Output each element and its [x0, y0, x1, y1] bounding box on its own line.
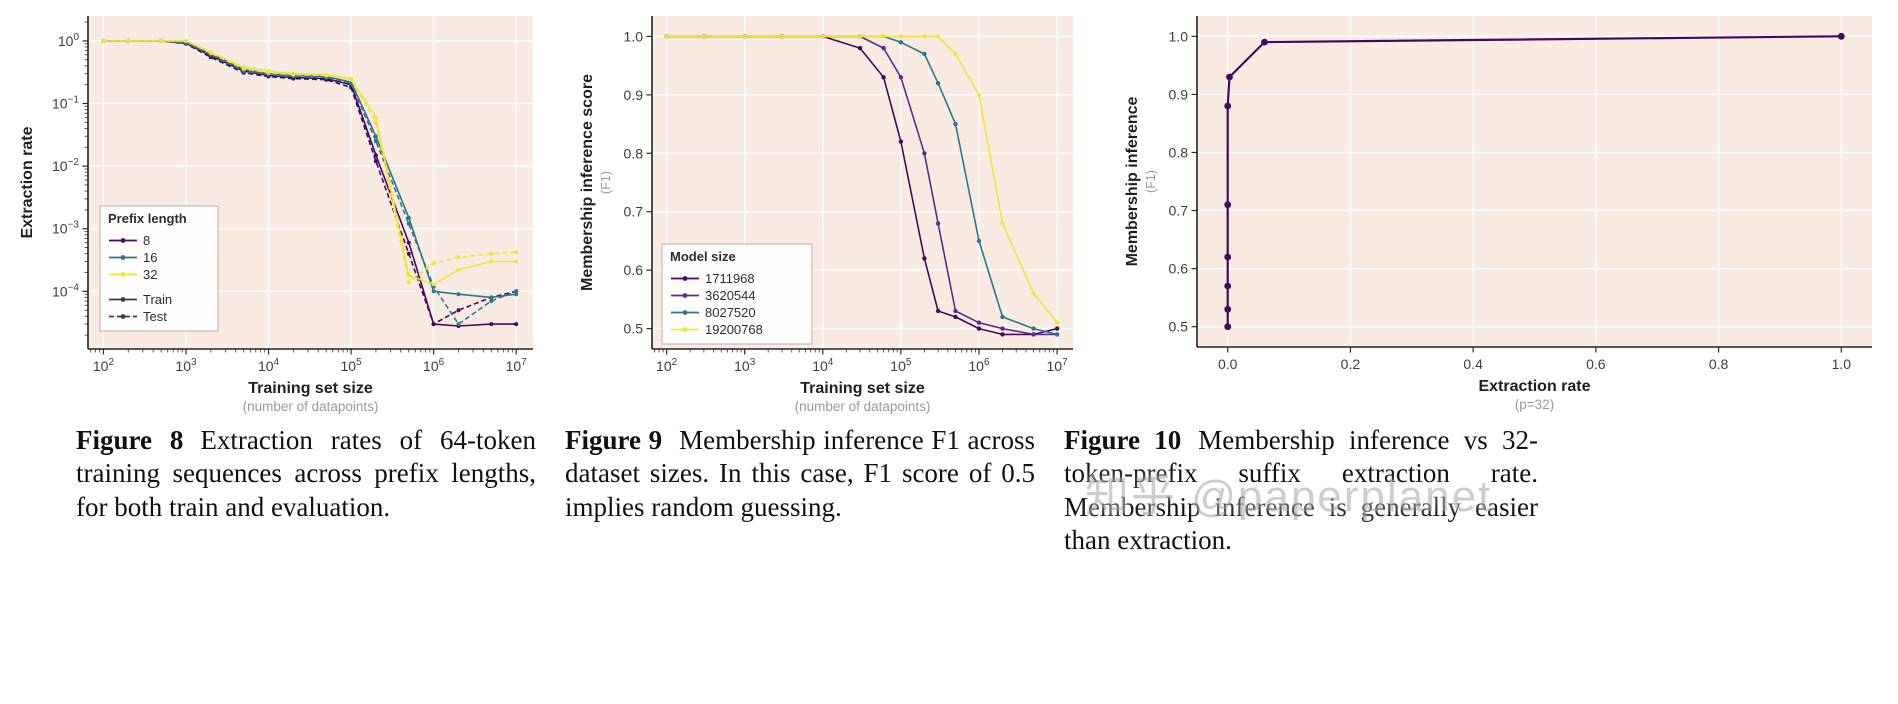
x-axis-label: Training set size: [248, 380, 373, 397]
x-axis-label: Training set size: [800, 380, 925, 397]
series-prefix-16-train: [103, 40, 517, 299]
svg-text:10−1: 10−1: [52, 95, 79, 112]
figure-10-caption-text: Membership inference vs 32-token-prefix …: [1064, 425, 1538, 556]
svg-text:104: 104: [258, 357, 280, 374]
svg-text:107: 107: [1046, 357, 1068, 374]
figure-8-block: 102 103 104 105 106 107 100 10−1 10−2 10−3 10−4 Tra…: [8, 4, 563, 424]
figure-8-chart: 102 103 104 105 106 107 100 10−1 10−2 10−3 10−4 Tra…: [19, 16, 533, 414]
y-axis-label: Extraction rate: [19, 126, 36, 238]
svg-text:0.5: 0.5: [624, 321, 644, 337]
x-axis-label: Extraction rate: [1478, 378, 1590, 395]
figure-8-caption: Figure 8 Extraction rates of 64-token tra…: [76, 424, 536, 524]
y-axis-label: Membership inference: [1125, 96, 1141, 266]
figure-9-caption-label: Figure 9: [565, 425, 663, 455]
svg-text:0.7: 0.7: [624, 204, 644, 220]
y-axis-sublabel: (F1): [599, 171, 613, 194]
figure-10-caption: Figure 10 Membership inference vs 32-toke…: [1064, 424, 1538, 558]
figure-8-caption-label: Figure 8: [76, 425, 184, 455]
series-prefix-32-train: [103, 40, 517, 285]
x-axis-sublabel: (number of datapoints): [243, 399, 379, 414]
figure-9-block: 102 103 104 105 106 107 0.5 0.6 0.7 0.8 0.9 1.0 Trai…: [570, 4, 1085, 424]
svg-text:1.0: 1.0: [624, 28, 644, 44]
svg-text:105: 105: [340, 357, 362, 374]
legend-entry-label: 32: [143, 267, 157, 282]
svg-text:106: 106: [968, 357, 990, 374]
figure-10-block: 0.0 0.2 0.4 0.6 0.8 1.0 0.5 0.6 0.7 0.8 0.9 1.0 Extr…: [1124, 2, 1890, 422]
svg-text:103: 103: [175, 357, 197, 374]
svg-text:0.8: 0.8: [1709, 356, 1729, 372]
svg-text:0.6: 0.6: [1586, 356, 1606, 372]
svg-text:103: 103: [734, 357, 756, 374]
series-prefix-16-test: [103, 40, 517, 325]
legend-entry-label: 1711968: [705, 271, 755, 286]
series-prefix-8-test: [103, 40, 517, 325]
svg-text:10−2: 10−2: [52, 157, 79, 174]
svg-text:0.6: 0.6: [624, 262, 644, 278]
series-mi-vs-extraction-markers: [1224, 32, 1845, 331]
svg-text:10−3: 10−3: [52, 220, 79, 237]
svg-text:102: 102: [93, 357, 115, 374]
figure-10-caption-label: Figure 10: [1064, 425, 1182, 455]
svg-text:100: 100: [58, 32, 80, 49]
figure-8-caption-text: Extraction rates of 64-token training se…: [76, 425, 536, 522]
svg-text:0.8: 0.8: [624, 145, 644, 161]
figure-9-caption: Figure 9 Membership inference F1 across d…: [565, 424, 1035, 524]
legend-entry-label: Train: [143, 292, 172, 307]
legend-entry-label: 19200768: [705, 322, 763, 337]
svg-text:0.6: 0.6: [1169, 261, 1189, 277]
svg-text:0.4: 0.4: [1463, 356, 1483, 372]
svg-text:0.8: 0.8: [1169, 144, 1189, 160]
legend: Prefix length 8 16 32 Train Test: [99, 205, 219, 332]
legend-entry-label: 8: [143, 233, 150, 248]
figure-9-chart: 102 103 104 105 106 107 0.5 0.6 0.7 0.8 0.9 1.0 Trai…: [579, 16, 1073, 414]
x-axis-sublabel: (number of datapoints): [795, 399, 931, 414]
svg-text:106: 106: [423, 357, 445, 374]
legend-entry-label: 3620544: [705, 288, 756, 303]
svg-text:0.9: 0.9: [624, 87, 644, 103]
series-model-19200768-markers: [664, 34, 1060, 325]
svg-text:0.5: 0.5: [1169, 319, 1189, 335]
svg-text:10−4: 10−4: [52, 282, 79, 299]
legend-title: Model size: [670, 249, 736, 264]
svg-text:104: 104: [812, 357, 834, 374]
y-axis-label: Membership inference score: [579, 74, 596, 291]
legend: Model size 1711968 3620544 8027520 19200768: [661, 243, 813, 345]
legend-title: Prefix length: [108, 211, 187, 226]
watermark: 知乎 @paperplanet: [1085, 472, 1493, 521]
series-prefix-32-test-markers: [101, 38, 519, 285]
figure-9-caption-text: Membership inference F1 across dataset s…: [565, 425, 1035, 522]
svg-text:0.0: 0.0: [1218, 356, 1238, 372]
svg-text:0.2: 0.2: [1341, 356, 1361, 372]
svg-text:1.0: 1.0: [1832, 356, 1852, 372]
svg-text:105: 105: [890, 357, 912, 374]
figure-10-chart: 0.0 0.2 0.4 0.6 0.8 1.0 0.5 0.6 0.7 0.8 0.9 1.0 Extr…: [1124, 16, 1872, 412]
legend-entry-label: 16: [143, 250, 157, 265]
svg-text:107: 107: [506, 357, 528, 374]
svg-text:102: 102: [656, 357, 678, 374]
plot-area: [1197, 16, 1872, 347]
svg-text:0.9: 0.9: [1169, 86, 1189, 102]
legend-entry-label: Test: [143, 309, 167, 324]
x-axis-sublabel: (p=32): [1515, 397, 1554, 412]
svg-text:1.0: 1.0: [1169, 28, 1189, 44]
y-axis-sublabel: (F1): [1144, 170, 1158, 193]
svg-text:0.7: 0.7: [1169, 203, 1189, 219]
legend-entry-label: 8027520: [705, 305, 756, 320]
